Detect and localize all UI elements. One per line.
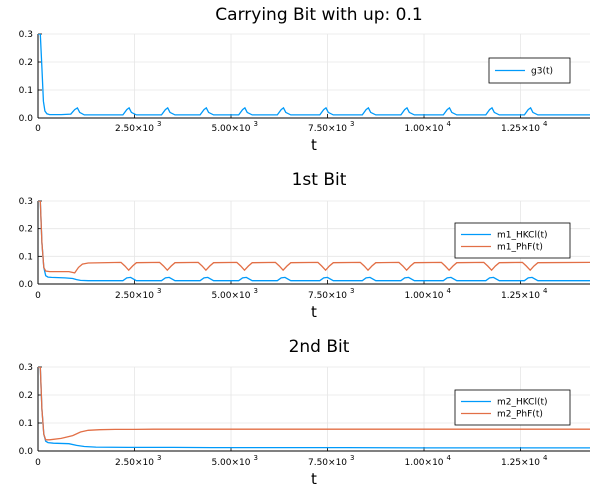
- x-tick-label: 5.00×10: [211, 291, 250, 301]
- legend-label-2: m1_PhF(t): [497, 243, 543, 253]
- x-tick-exponent: 3: [254, 454, 258, 462]
- y-tick-label: 0.3: [19, 197, 33, 207]
- legend-label-1: g3(t): [531, 67, 553, 77]
- x-tick-exponent: 3: [157, 454, 161, 462]
- legend-label-1: m1_HKCl(t): [497, 231, 548, 241]
- x-tick-label: 1.00×10: [404, 124, 443, 134]
- legend: g3(t): [488, 57, 571, 84]
- x-tick-label: 5.00×10: [211, 124, 250, 134]
- x-tick-exponent: 4: [447, 454, 452, 462]
- x-tick-exponent: 4: [447, 120, 452, 128]
- x-tick-label: 1.25×10: [501, 458, 540, 468]
- x-tick-exponent: 3: [157, 120, 161, 128]
- x-tick-exponent: 4: [447, 287, 452, 295]
- x-tick-label: 1.25×10: [501, 124, 540, 134]
- x-tick-label: 2.50×10: [115, 458, 154, 468]
- x-tick-label: 7.50×10: [308, 291, 347, 301]
- x-tick-label: 0: [35, 291, 41, 301]
- series-line-1: [38, 201, 590, 282]
- legend-label-2: m2_PhF(t): [497, 410, 543, 420]
- x-axis-label: t: [311, 136, 317, 154]
- x-tick-exponent: 3: [254, 120, 258, 128]
- x-tick-exponent: 4: [543, 454, 548, 462]
- x-tick-label: 1.00×10: [404, 291, 443, 301]
- x-tick-exponent: 4: [543, 287, 548, 295]
- x-tick-label: 0: [35, 124, 41, 134]
- series-line-2: [38, 367, 590, 441]
- y-tick-label: 0.2: [19, 225, 33, 235]
- legend-box: [454, 389, 571, 426]
- chart-panel-2: 0.00.10.20.30 2.50×10 3 5.00×10 3 7.50×10 3 1.0…: [19, 170, 590, 321]
- x-tick-label: 7.50×10: [308, 458, 347, 468]
- y-tick-label: 0.1: [19, 86, 33, 96]
- series-line-1: [38, 34, 590, 116]
- y-tick-label: 0.2: [19, 58, 33, 68]
- x-tick-label: 5.00×10: [211, 458, 250, 468]
- y-tick-label: 0.1: [19, 252, 33, 262]
- chart-title: Carrying Bit with up: 0.1: [215, 5, 422, 25]
- y-tick-label: 0.0: [19, 280, 34, 290]
- legend-label-1: m2_HKCl(t): [497, 398, 548, 408]
- x-tick-label: 7.50×10: [308, 124, 347, 134]
- legend: m2_HKCl(t) m2_PhF(t): [454, 389, 571, 426]
- chart-title: 1st Bit: [292, 170, 347, 190]
- chart-title: 2nd Bit: [289, 337, 350, 357]
- x-tick-label: 2.50×10: [115, 291, 154, 301]
- x-tick-exponent: 3: [350, 287, 354, 295]
- y-tick-label: 0.3: [19, 30, 33, 40]
- x-tick-exponent: 3: [350, 120, 354, 128]
- x-tick-label: 1.00×10: [404, 458, 443, 468]
- x-axis-label: t: [311, 303, 317, 321]
- y-tick-label: 0.2: [19, 391, 33, 401]
- y-tick-label: 0.1: [19, 419, 33, 429]
- x-tick-label: 1.25×10: [501, 291, 540, 301]
- y-tick-label: 0.0: [19, 114, 34, 124]
- x-tick-exponent: 3: [157, 287, 161, 295]
- legend: m1_HKCl(t) m1_PhF(t): [454, 222, 571, 259]
- y-tick-label: 0.0: [19, 447, 34, 457]
- legend-box: [454, 222, 571, 259]
- y-tick-label: 0.3: [19, 363, 33, 373]
- x-tick-exponent: 3: [350, 454, 354, 462]
- x-axis-label: t: [311, 470, 317, 488]
- x-tick-exponent: 3: [254, 287, 258, 295]
- chart-panel-3: 0.00.10.20.30 2.50×10 3 5.00×10 3 7.50×10 3 1.0…: [19, 337, 590, 488]
- series-line-2: [38, 201, 590, 274]
- x-tick-label: 0: [35, 458, 41, 468]
- x-tick-label: 2.50×10: [115, 124, 154, 134]
- x-tick-exponent: 4: [543, 120, 548, 128]
- chart-panel-1: 0.00.10.20.30 2.50×10 3 5.00×10 3 7.50×10 3 1.0…: [19, 5, 590, 154]
